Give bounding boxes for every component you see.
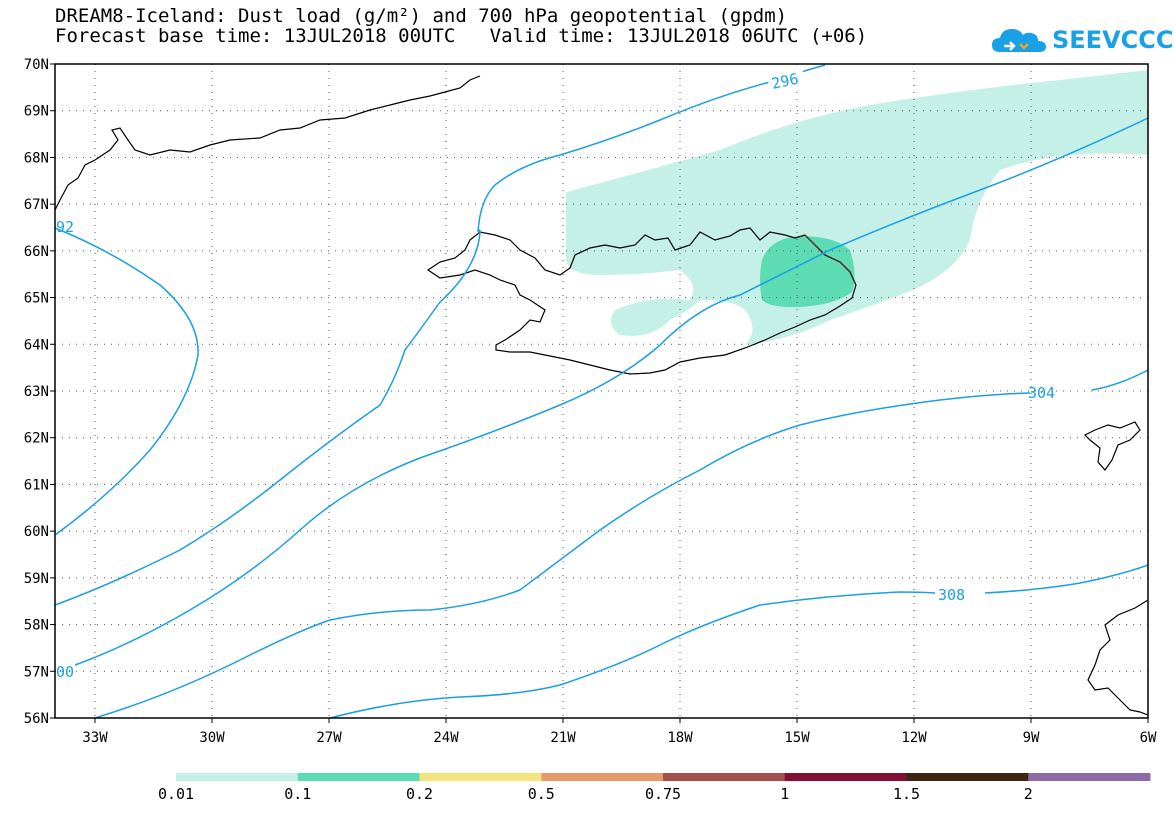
logo-text: SEEVCCC: [1052, 26, 1174, 54]
colorbar-swatch: [663, 773, 786, 781]
contour-label-304: 304: [1028, 384, 1055, 402]
contour-label-292: 92: [56, 218, 74, 236]
lat-label: 60N: [24, 524, 49, 540]
lat-label: 58N: [24, 618, 49, 634]
colorbar-tick-label: 1.5: [893, 785, 920, 803]
lon-label: 6W: [1140, 730, 1157, 746]
latitude-labels: 70N 69N 68N 67N 66N 65N 64N 63N 62N 61N 60N 59N 58N 5…: [24, 57, 49, 727]
greenland-coast: [54, 75, 481, 211]
lon-label: 18W: [667, 730, 693, 746]
lat-label: 65N: [24, 291, 49, 307]
lat-label: 56N: [24, 711, 49, 727]
contour-300-b: [54, 301, 441, 606]
lon-label: 24W: [433, 730, 459, 746]
contour-label-300: 00: [56, 663, 74, 681]
cloud-icon: [992, 29, 1046, 52]
colorbar-tick-label: 0.2: [406, 785, 433, 803]
lat-label: 63N: [24, 384, 49, 400]
lat-label: 70N: [24, 57, 49, 73]
dust-low-region: [566, 70, 1148, 345]
colorbar-swatch: [906, 773, 1029, 781]
lat-label: 67N: [24, 197, 49, 213]
lon-label: 12W: [901, 730, 927, 746]
contour-308: [329, 564, 1149, 719]
colorbar-swatch: [297, 773, 420, 781]
contour-labels: 296 304 308 92 00: [56, 66, 1055, 681]
colorbar-swatch: [541, 773, 664, 781]
contour-300-left: [74, 117, 1149, 666]
lat-label: 69N: [24, 104, 49, 120]
colorbar-tick-label: 0.01: [158, 785, 194, 803]
axis-ticks: [50, 63, 1149, 723]
colorbar: [176, 773, 1151, 781]
colorbar-swatch: [176, 773, 299, 781]
lon-label: 27W: [316, 730, 342, 746]
lat-label: 62N: [24, 431, 49, 447]
lat-label: 68N: [24, 150, 49, 166]
title-line-2: Forecast base time: 13JUL2018 00UTC Vali…: [55, 25, 868, 47]
colorbar-tick-label: 0.5: [528, 785, 555, 803]
contour-label-308: 308: [938, 586, 965, 604]
lat-label: 59N: [24, 571, 49, 587]
faroe-islands-coast: [1083, 421, 1141, 471]
lat-label: 57N: [24, 664, 49, 680]
contour-304: [94, 369, 1149, 719]
geopotential-contours: [54, 64, 1149, 719]
lon-label: 33W: [82, 730, 108, 746]
colorbar-tick-label: 0.75: [645, 785, 681, 803]
scotland-coast: [1087, 599, 1149, 716]
colorbar-swatch: [419, 773, 542, 781]
dust-field: [566, 70, 1148, 345]
lon-label: 15W: [784, 730, 810, 746]
colorbar-tick-label: 1: [780, 785, 789, 803]
colorbar-swatch: [784, 773, 907, 781]
contour-label-296: 296: [770, 70, 800, 93]
iceland-coast: [426, 227, 857, 375]
longitude-labels: 33W 30W 27W 24W 21W 18W 15W 12W 9W 6W: [82, 730, 1157, 746]
dust-mid-region: [760, 236, 855, 308]
graticule: [55, 64, 1148, 718]
colorbar-tick-label: 0.1: [284, 785, 311, 803]
title-line-1: DREAM8-Iceland: Dust load (g/m²) and 700…: [55, 5, 788, 27]
coastlines: [54, 75, 1149, 716]
lon-label: 21W: [550, 730, 576, 746]
seevccc-logo: SEEVCCC: [990, 24, 1174, 56]
lat-label: 66N: [24, 244, 49, 260]
colorbar-labels: 0.01 0.1 0.2 0.5 0.75 1 1.5 2: [158, 785, 1033, 803]
colorbar-swatch: [1028, 773, 1151, 781]
contour-300-a: [439, 229, 481, 303]
lat-label: 64N: [24, 337, 49, 353]
lon-label: 30W: [199, 730, 225, 746]
lon-label: 9W: [1023, 730, 1040, 746]
colorbar-tick-label: 2: [1024, 785, 1033, 803]
contour-292: [54, 227, 199, 536]
lat-label: 61N: [24, 477, 49, 493]
